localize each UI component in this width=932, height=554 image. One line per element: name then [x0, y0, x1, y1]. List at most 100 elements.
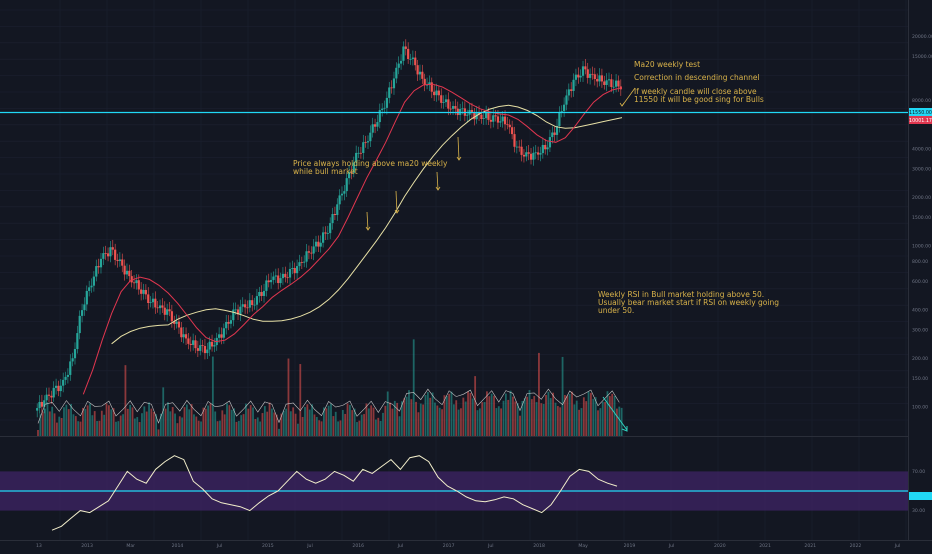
volume-bar	[533, 396, 536, 436]
candle-body	[36, 408, 39, 411]
volume-bar	[441, 409, 443, 436]
volume-bar	[618, 406, 621, 436]
volume-decline-arrowhead	[621, 426, 628, 432]
volume-moving-average-line	[37, 388, 620, 424]
candle-body	[137, 280, 140, 290]
volume-bar	[374, 419, 377, 436]
last-price-tag-text: 10001.17	[909, 118, 932, 124]
volume-bar	[391, 408, 394, 436]
volume-bar	[103, 414, 106, 436]
volume-bar	[370, 405, 373, 436]
volume-bar	[568, 393, 571, 436]
candle-body	[506, 124, 509, 126]
candle-body	[324, 232, 327, 234]
candle-body	[558, 112, 561, 127]
volume-bar	[285, 408, 288, 436]
volume-bar	[70, 403, 72, 436]
volume-bar	[157, 429, 160, 436]
volume-bar	[488, 396, 491, 436]
volume-bar	[228, 405, 231, 436]
volume-bar	[405, 396, 408, 436]
last-price-tag: 10001.17	[909, 116, 932, 124]
time-axis-tick-label: 2015	[262, 543, 274, 549]
volume-bar	[604, 401, 606, 436]
volume-bar	[79, 421, 82, 436]
candle-body	[50, 395, 53, 398]
candle-body	[310, 252, 313, 254]
volume-bar	[509, 390, 512, 436]
volume-bar	[389, 402, 391, 436]
volume-bar	[204, 408, 207, 436]
candle-body	[104, 253, 107, 254]
volume-bar	[393, 400, 396, 436]
volume-bar	[193, 414, 195, 436]
candle-body	[390, 87, 393, 89]
candle-body	[444, 99, 448, 103]
candle-body	[612, 86, 615, 88]
annotation-arrowhead	[456, 156, 462, 161]
volume-bar	[528, 390, 531, 436]
candle-body	[355, 152, 358, 163]
candle-body	[62, 379, 65, 386]
volume-bar	[311, 404, 313, 436]
candle-body	[121, 259, 124, 266]
volume-bar	[580, 408, 583, 436]
volume-bar	[266, 411, 269, 436]
volume-bar	[261, 413, 264, 436]
volume-bar	[611, 393, 614, 436]
rsi-axis[interactable]: 30.00 70.00	[912, 469, 925, 514]
candle-body	[610, 79, 613, 87]
candle-body	[270, 279, 273, 283]
candle-body	[288, 268, 292, 278]
volume-bar	[318, 420, 321, 436]
volume-bar	[216, 421, 219, 436]
volume-bar	[81, 407, 84, 436]
volume-bar	[181, 417, 184, 436]
candle-body	[340, 193, 344, 196]
candle-body	[213, 345, 216, 347]
price-axis-tick-label: 1500.00	[912, 215, 931, 221]
candle-body	[253, 304, 256, 306]
volume-bar	[37, 430, 39, 436]
annotation-arrow	[621, 87, 636, 107]
volume-bar	[592, 398, 595, 436]
volume-bar	[460, 408, 462, 436]
candle-body	[267, 280, 270, 283]
candle-body	[118, 259, 121, 262]
price-axis-tick-label: 3000.00	[912, 167, 931, 173]
candle-body	[54, 385, 58, 388]
volume-bar	[138, 422, 141, 436]
long-moving-average-line	[111, 104, 623, 345]
candle-body	[534, 152, 537, 154]
candle-body	[565, 95, 568, 105]
volume-bar	[486, 391, 488, 436]
candle-body	[581, 66, 585, 76]
volume-bar	[185, 404, 188, 436]
volume-bar	[564, 395, 566, 436]
candle-body	[607, 79, 611, 81]
time-axis[interactable]: 13 2013 Mar 2014 Jul 2015 Jul 2016 Jul 2017 Jul 201…	[36, 543, 900, 549]
candle-body	[442, 102, 445, 103]
volume-bar	[323, 407, 325, 436]
candle-body	[482, 118, 485, 120]
candle-body	[194, 340, 197, 349]
volume-bar	[502, 400, 505, 436]
volume-bar	[126, 408, 129, 436]
volume-bar	[44, 408, 46, 436]
volume-bar	[242, 414, 245, 436]
volume-bar	[575, 400, 578, 436]
candle-body	[76, 333, 79, 350]
volume-bar	[474, 376, 477, 436]
candle-body	[399, 60, 403, 64]
candle-body	[489, 119, 492, 122]
volume-bar	[464, 401, 467, 436]
candle-body	[251, 300, 254, 306]
price-axis-tick-label: 1000.00	[912, 243, 931, 249]
volume-bar	[360, 414, 363, 436]
candle-body	[603, 81, 606, 85]
candle-body	[395, 67, 398, 79]
candle-body	[40, 401, 44, 407]
